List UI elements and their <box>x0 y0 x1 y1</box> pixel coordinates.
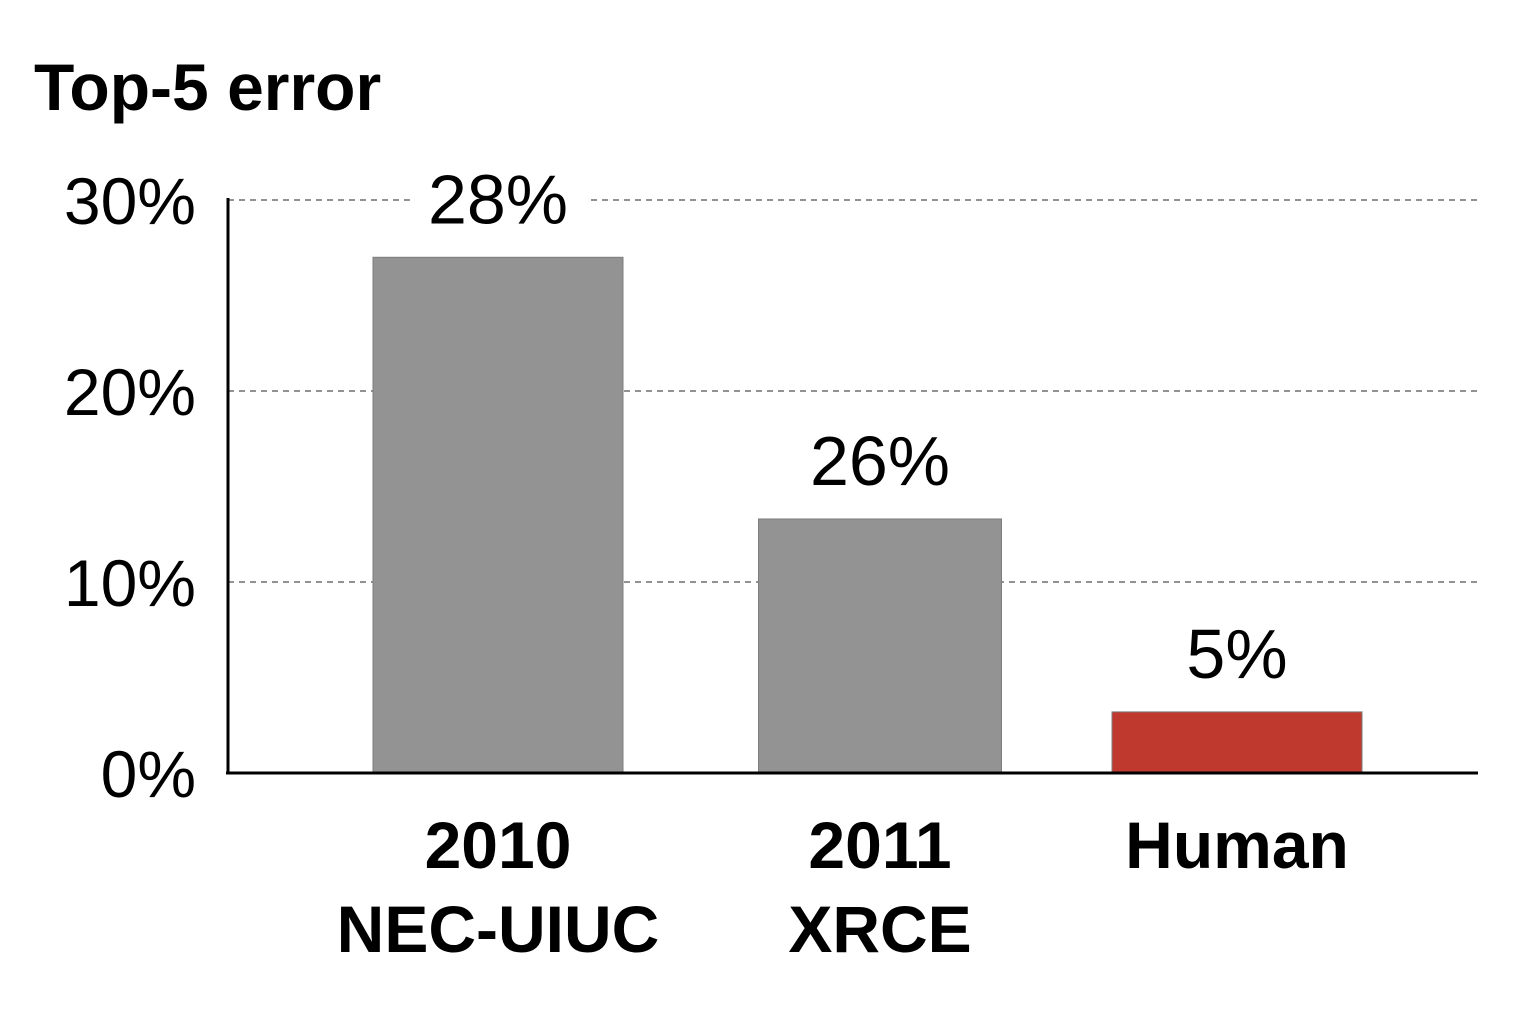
chart-title: Top-5 error <box>34 50 381 124</box>
y-tick-label: 20% <box>64 355 196 429</box>
y-tick-label: 0% <box>101 737 196 811</box>
x-tick-label: 2010 <box>425 808 572 882</box>
y-axis-ticks: 0% 10% 20% 30% <box>64 164 196 811</box>
x-axis-labels: 2010 NEC-UIUC 2011 XRCE Human <box>337 808 1349 966</box>
y-tick-label: 10% <box>64 546 196 620</box>
data-label: 26% <box>810 422 950 500</box>
bars <box>372 256 1363 774</box>
x-tick-label: Human <box>1125 808 1349 882</box>
bar <box>372 256 624 774</box>
x-tick-label: 2011 <box>808 808 951 882</box>
data-labels: 28% 26% 5% <box>409 158 1306 695</box>
data-label-backdrop <box>1168 612 1306 695</box>
data-label: 5% <box>1186 615 1287 693</box>
bar <box>1111 711 1363 774</box>
x-tick-label: XRCE <box>788 892 971 966</box>
y-tick-label: 30% <box>64 164 196 238</box>
data-label: 28% <box>428 160 568 238</box>
data-label-backdrop <box>791 419 969 502</box>
data-label-backdrop <box>409 158 587 241</box>
x-tick-label: NEC-UIUC <box>337 892 660 966</box>
bar <box>758 518 1002 774</box>
